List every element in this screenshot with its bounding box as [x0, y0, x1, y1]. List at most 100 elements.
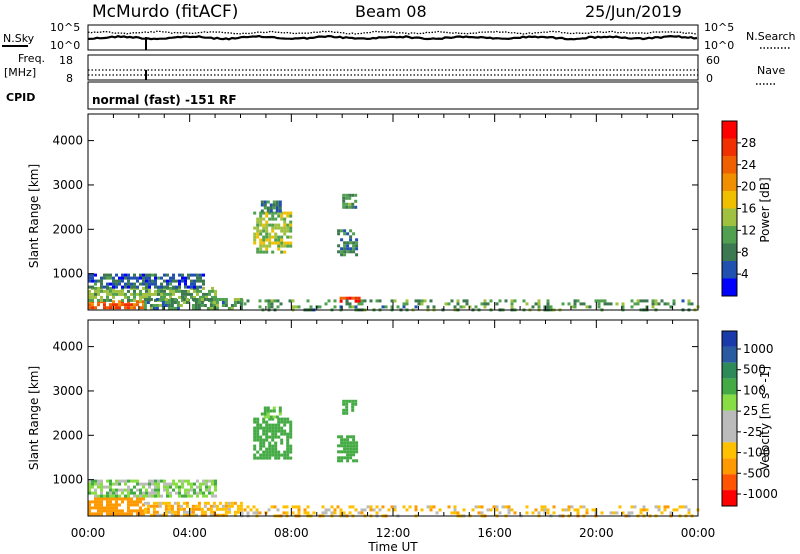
heatmap-cell: [154, 479, 157, 483]
heatmap-cell: [106, 273, 109, 277]
heatmap-cell: [678, 505, 682, 509]
heatmap-cell: [265, 429, 269, 433]
heatmap-cell: [124, 303, 127, 307]
heatmap-cell: [355, 253, 359, 257]
x-tick-label: 08:00: [274, 526, 309, 540]
heatmap-cell: [121, 488, 124, 492]
heatmap-cell: [197, 301, 201, 304]
heatmap-cell: [215, 298, 219, 301]
heatmap-cell: [309, 305, 313, 309]
heatmap-cell: [504, 299, 508, 303]
colorbar-tick-label: 24: [741, 158, 756, 172]
heatmap-cell: [184, 494, 187, 498]
heatmap-cell: [133, 479, 136, 483]
heatmap-cell: [510, 299, 514, 303]
heatmap-cell: [546, 508, 550, 512]
heatmap-cell: [465, 302, 469, 306]
heatmap-cell: [352, 232, 356, 236]
heatmap-cell: [169, 295, 172, 299]
heatmap-cell: [196, 279, 199, 283]
heatmap-cell: [142, 306, 145, 310]
heatmap-cell: [327, 508, 331, 512]
heatmap-cell: [258, 511, 262, 515]
heatmap-cell: [94, 482, 97, 486]
heatmap-cell: [209, 304, 213, 307]
heatmap-cell: [537, 302, 541, 306]
heatmap-cell: [582, 302, 586, 306]
heatmap-cell: [259, 241, 263, 245]
heatmap-cell: [106, 295, 109, 299]
heatmap-cell: [167, 301, 171, 304]
heatmap-cell: [321, 511, 325, 515]
heatmap-cell: [97, 289, 100, 293]
heatmap-cell: [106, 485, 109, 489]
heatmap-cell: [343, 253, 347, 257]
heatmap-cell: [289, 444, 293, 448]
heatmap-cell: [185, 501, 189, 505]
heatmap-cell: [239, 501, 243, 505]
heatmap-cell: [354, 199, 358, 203]
heatmap-cell: [266, 409, 270, 413]
heatmap-cell: [154, 292, 157, 296]
heatmap-cell: [133, 491, 136, 495]
heatmap-cell: [531, 305, 535, 309]
heatmap-cell: [357, 302, 361, 306]
heatmap-cell: [352, 435, 356, 439]
heatmap-cell: [196, 491, 199, 495]
heatmap-cell: [570, 505, 574, 509]
heatmap-cell: [157, 289, 160, 293]
heatmap-cell: [191, 504, 195, 508]
heatmap-cell: [489, 508, 493, 512]
heatmap-cell: [351, 405, 355, 409]
heatmap-cell: [184, 479, 187, 483]
heatmap-cell: [197, 307, 201, 310]
heatmap-cell: [265, 426, 269, 430]
heatmap-cell: [346, 438, 350, 442]
heatmap-cell: [684, 505, 688, 509]
heatmap-cell: [179, 504, 183, 508]
heatmap-cell: [531, 511, 535, 515]
heatmap-cell: [274, 226, 278, 230]
heatmap-cell: [169, 298, 172, 302]
heatmap-cell: [576, 299, 580, 303]
heatmap-cell: [265, 214, 269, 218]
heatmap-cell: [233, 304, 237, 307]
heatmap-cell: [193, 282, 196, 286]
heatmap-cell: [224, 301, 228, 304]
heatmap-cell: [164, 304, 168, 307]
heatmap-cell: [136, 494, 139, 498]
heatmap-cell: [106, 298, 109, 302]
heatmap-cell: [151, 488, 154, 492]
heatmap-cell: [642, 508, 646, 512]
heatmap-cell: [654, 505, 658, 509]
heatmap-cell: [121, 279, 124, 283]
heatmap-cell: [280, 217, 284, 221]
heatmap-cell: [352, 247, 356, 251]
heatmap-cell: [672, 508, 676, 512]
heatmap-cell: [681, 505, 685, 509]
heatmap-cell: [277, 211, 281, 215]
colorbar-tick-label: 16: [741, 202, 756, 216]
heatmap-cell: [208, 479, 211, 483]
nsearch-trace: [87, 30, 698, 35]
heatmap-cell: [318, 305, 322, 309]
heatmap-cell: [297, 305, 301, 309]
heatmap-cell: [196, 289, 199, 293]
heatmap-cell: [263, 412, 267, 416]
heatmap-cell: [88, 289, 91, 293]
colorbar-tick-label: -1000: [743, 487, 778, 501]
heatmap-cell: [255, 511, 259, 515]
heatmap-cell: [91, 298, 94, 302]
heatmap-cell: [352, 441, 356, 445]
heatmap-cell: [259, 453, 263, 457]
heatmap-cell: [268, 235, 272, 239]
heatmap-cell: [268, 426, 272, 430]
heatmap-cell: [633, 505, 637, 509]
heatmap-cell: [157, 491, 160, 495]
heatmap-cell: [282, 511, 286, 515]
heatmap-cell: [258, 299, 262, 303]
heatmap-cell: [164, 513, 168, 517]
heatmap-cell: [324, 511, 328, 515]
heatmap-cell: [351, 205, 355, 209]
